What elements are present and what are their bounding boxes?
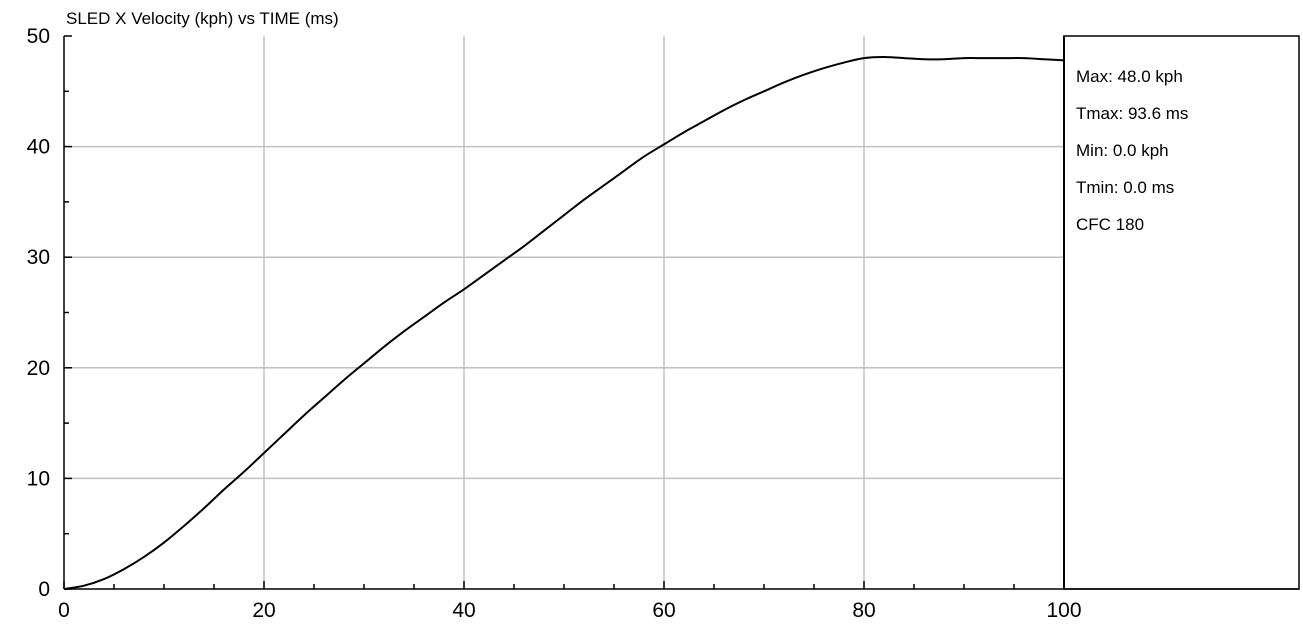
x-tick-label: 80 xyxy=(852,599,875,622)
stat-line: Max: 48.0 kph xyxy=(1076,67,1183,86)
y-tick-label: 30 xyxy=(27,246,50,269)
x-tick-label: 0 xyxy=(58,599,70,622)
chart-title: SLED X Velocity (kph) vs TIME (ms) xyxy=(66,9,339,28)
stat-line: Tmin: 0.0 ms xyxy=(1076,178,1174,197)
x-tick-label: 40 xyxy=(452,599,475,622)
y-tick-label: 0 xyxy=(38,578,50,601)
x-tick-label: 100 xyxy=(1046,599,1081,622)
x-tick-label: 60 xyxy=(652,599,675,622)
stat-line: Tmax: 93.6 ms xyxy=(1076,104,1188,123)
velocity-series-line xyxy=(63,56,1065,590)
x-tick-labels: 0 20 40 60 80 100 xyxy=(58,599,1081,622)
y-tick-labels: 0 10 20 30 40 50 xyxy=(27,25,50,601)
y-tick-label: 10 xyxy=(27,467,50,490)
x-tick-label: 20 xyxy=(252,599,275,622)
stat-line: Min: 0.0 kph xyxy=(1076,141,1169,160)
y-tick-label: 50 xyxy=(27,25,50,48)
stats-panel xyxy=(1063,35,1300,590)
y-tick-label: 20 xyxy=(27,357,50,380)
series-group xyxy=(63,56,1065,590)
stats-list: Max: 48.0 kph Tmax: 93.6 ms Min: 0.0 kph Tm… xyxy=(1076,67,1188,234)
y-tick-label: 40 xyxy=(27,136,50,159)
stat-line: CFC 180 xyxy=(1076,215,1144,234)
gridlines xyxy=(64,36,1064,589)
